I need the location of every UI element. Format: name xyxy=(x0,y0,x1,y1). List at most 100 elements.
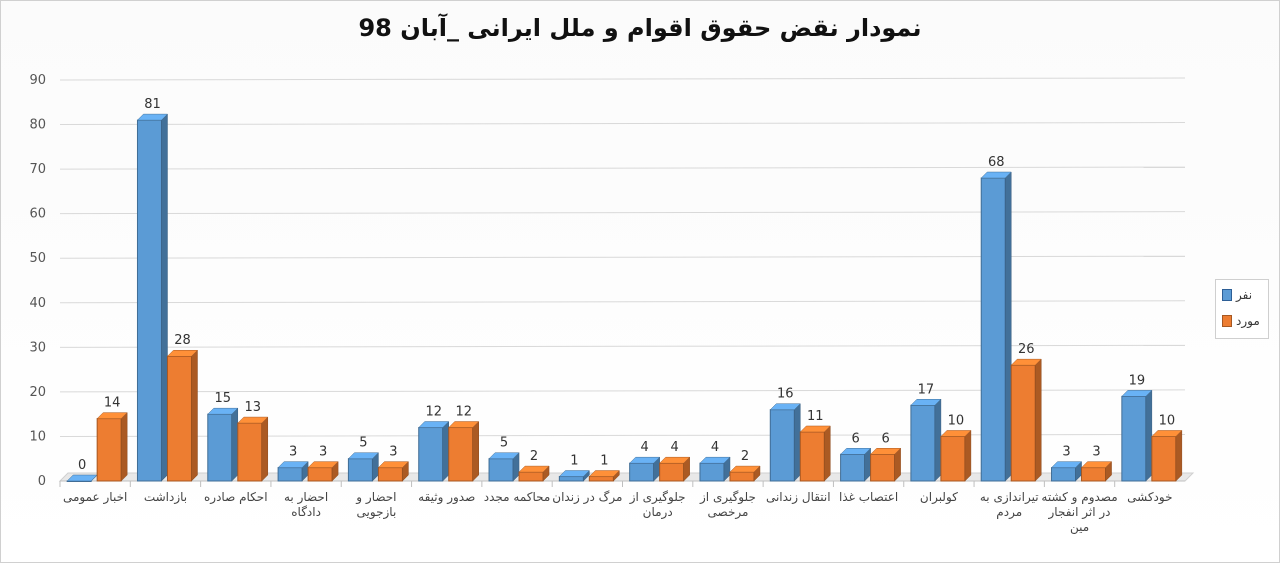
data-label: 11 xyxy=(807,409,824,424)
bar-top xyxy=(699,456,731,464)
gridline xyxy=(59,344,1186,348)
bar-side xyxy=(231,407,239,482)
bar-top xyxy=(448,421,480,428)
x-tick-label: انتقال زندانی xyxy=(766,490,831,505)
x-tick-label: خودکشی xyxy=(1127,490,1172,505)
gridline xyxy=(59,255,1186,259)
y-tick-label: 0 xyxy=(38,474,46,489)
bar-nafar xyxy=(840,453,866,482)
gridline xyxy=(59,211,1186,215)
data-label: 15 xyxy=(215,391,232,406)
x-tick-label: جلوگیری از xyxy=(699,490,756,505)
bar-nafar xyxy=(1051,467,1077,482)
y-tick-label: 10 xyxy=(29,429,46,444)
x-tick-label: در اثر انفجار xyxy=(1048,505,1111,520)
data-label: 14 xyxy=(104,396,121,411)
legend-swatch-series-1 xyxy=(1222,289,1232,301)
data-label: 10 xyxy=(1159,413,1176,428)
bar-nafar xyxy=(277,467,303,482)
x-tick-label: مرخصی xyxy=(708,505,749,520)
y-tick-label: 80 xyxy=(29,118,46,133)
legend-swatch-series-2 xyxy=(1222,315,1232,327)
bar-nafar xyxy=(207,413,233,482)
bar-mored xyxy=(940,435,966,482)
bar-mored xyxy=(659,462,685,482)
bar-top xyxy=(488,452,520,459)
bar-top xyxy=(769,403,801,410)
bar-top xyxy=(910,399,942,406)
bar-top xyxy=(418,421,450,428)
data-label: 12 xyxy=(425,405,442,420)
bar-mored xyxy=(96,418,122,482)
data-label: 19 xyxy=(1129,373,1146,388)
x-tick-label: دادگاه xyxy=(291,505,321,519)
x-tick-label: کولبران xyxy=(920,490,958,505)
y-tick-label: 70 xyxy=(29,162,46,177)
bar-side xyxy=(1004,171,1012,482)
data-label: 2 xyxy=(530,449,538,464)
bar-nafar xyxy=(347,458,373,482)
data-label: 4 xyxy=(711,440,719,455)
bar-mored xyxy=(799,431,825,482)
x-tick-label: مردم xyxy=(996,505,1022,520)
data-label: 0 xyxy=(78,458,86,473)
bar-top xyxy=(96,412,128,419)
bar-side xyxy=(1034,358,1042,482)
data-label: 3 xyxy=(319,445,327,460)
bar-top xyxy=(277,461,309,468)
bar-nafar xyxy=(418,427,444,482)
data-label: 3 xyxy=(289,445,297,460)
data-label: 16 xyxy=(777,387,794,402)
legend-label-series-2: مورد xyxy=(1236,314,1260,328)
bar-top xyxy=(1050,461,1083,468)
bar-top xyxy=(940,430,972,437)
bar-mored xyxy=(237,422,263,482)
x-tick-label: مصدوم و کشته xyxy=(1041,490,1117,505)
data-label: 6 xyxy=(881,431,889,446)
bar-nafar xyxy=(769,409,795,482)
bar-top xyxy=(558,470,590,477)
data-label: 5 xyxy=(500,436,508,451)
data-label: 12 xyxy=(455,405,472,420)
chart-title: نمودار نقض حقوق اقوام و ملل ایرانی _آبان… xyxy=(358,14,922,42)
bar-mored xyxy=(377,467,403,482)
bar-mored xyxy=(870,453,896,482)
bar-top xyxy=(980,171,1012,179)
bar-top xyxy=(207,407,239,415)
data-label: 5 xyxy=(359,436,367,451)
data-label: 68 xyxy=(988,155,1005,170)
bar-top xyxy=(1010,358,1042,366)
bar-top xyxy=(518,465,550,473)
bar-top xyxy=(729,465,761,473)
bar-nafar xyxy=(1121,395,1147,482)
bar-mored xyxy=(166,355,192,482)
data-label: 13 xyxy=(245,400,262,415)
legend-item-series-2: مورد xyxy=(1222,314,1260,328)
x-tick-label: جلوگیری از xyxy=(629,490,686,505)
bar-top xyxy=(166,349,199,357)
bar-mored xyxy=(729,471,755,482)
bar-top xyxy=(136,113,169,121)
gridline xyxy=(59,300,1186,304)
y-tick-label: 50 xyxy=(29,251,46,266)
bar-nafar xyxy=(910,404,936,482)
bar-side xyxy=(442,420,449,482)
x-tick-label: درمان xyxy=(643,505,673,520)
gridline xyxy=(59,77,1186,81)
y-tick-label: 20 xyxy=(29,385,46,400)
data-label: 1 xyxy=(570,454,578,469)
bar-mored xyxy=(448,427,474,482)
bar-side xyxy=(964,429,972,482)
bar-top xyxy=(839,448,872,455)
x-tick-label: تیراندازی به xyxy=(980,490,1039,505)
x-tick-label: صدور وثیقه xyxy=(418,490,475,505)
bar-mored xyxy=(307,467,333,482)
x-tick-label: احضار و xyxy=(355,490,396,505)
bar-side xyxy=(261,416,269,482)
data-label: 28 xyxy=(174,333,191,348)
bar-top xyxy=(629,456,661,464)
y-tick-label: 40 xyxy=(29,296,46,311)
y-tick-label: 30 xyxy=(29,340,46,355)
x-tick-label: بازجویی xyxy=(357,505,397,520)
